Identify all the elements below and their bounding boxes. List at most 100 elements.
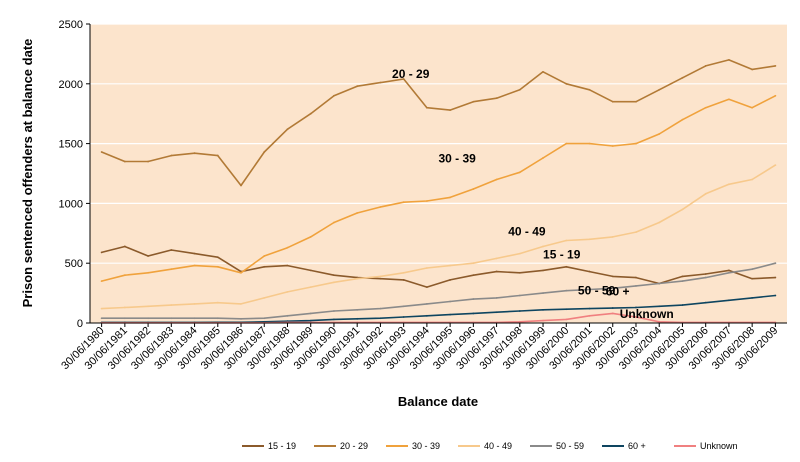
- data-point: [658, 221, 661, 224]
- data-point: [588, 314, 591, 317]
- data-point: [402, 78, 405, 80]
- x-axis-title: Balance date: [398, 394, 478, 409]
- data-point: [728, 58, 730, 61]
- plot-background: [90, 24, 787, 323]
- data-point: [193, 252, 196, 255]
- data-point: [100, 151, 103, 153]
- data-point: [333, 318, 335, 321]
- data-point: [147, 305, 149, 308]
- legend-label: 60 +: [628, 441, 646, 451]
- y-tick-label: 1000: [59, 198, 83, 210]
- data-point: [542, 308, 544, 311]
- y-axis-title: Prison sentenced offenders at balance da…: [20, 39, 35, 308]
- data-point: [240, 302, 242, 305]
- series-label: 30 - 39: [439, 152, 477, 166]
- data-point: [611, 275, 614, 278]
- data-point: [518, 88, 521, 91]
- data-point: [263, 265, 266, 268]
- data-point: [518, 171, 521, 174]
- data-point: [611, 145, 614, 147]
- data-point: [518, 320, 521, 323]
- data-point: [495, 97, 498, 100]
- data-point: [170, 249, 173, 251]
- data-point: [565, 82, 568, 85]
- data-point: [356, 277, 359, 280]
- series-label: 20 - 29: [392, 67, 430, 81]
- data-point: [565, 289, 568, 292]
- series-line: [101, 95, 776, 282]
- data-point: [681, 275, 684, 278]
- data-point: [635, 316, 637, 318]
- data-point: [588, 288, 591, 291]
- legend-item: 50 - 59: [530, 441, 584, 451]
- data-point: [751, 296, 754, 299]
- legend-item: 15 - 19: [242, 441, 296, 451]
- data-point: [147, 160, 149, 163]
- data-point: [402, 279, 405, 281]
- data-point: [635, 276, 637, 279]
- data-point: [356, 85, 359, 88]
- legend-label: 30 - 39: [412, 441, 440, 451]
- series-line: [101, 59, 776, 187]
- data-point: [518, 252, 521, 255]
- data-point: [495, 296, 498, 299]
- data-point: [170, 268, 173, 271]
- data-point: [658, 88, 661, 91]
- data-point: [542, 245, 544, 248]
- data-point: [728, 299, 730, 302]
- data-point: [193, 264, 196, 267]
- data-point: [123, 306, 126, 309]
- data-point: [425, 200, 428, 202]
- data-point: [309, 112, 312, 115]
- data-point: [449, 196, 452, 199]
- series-2: [100, 94, 777, 283]
- data-point: [425, 314, 428, 317]
- data-point: [681, 118, 684, 121]
- data-point: [704, 64, 707, 67]
- data-point: [100, 280, 103, 283]
- data-point: [472, 100, 475, 103]
- data-point: [635, 285, 637, 287]
- data-point: [216, 301, 219, 304]
- data-point: [751, 68, 754, 71]
- legend: 15 - 19 20 - 29 30 - 39 40 - 49 50 - 59 60 + U…: [242, 441, 738, 451]
- data-point: [704, 301, 707, 304]
- data-point: [588, 238, 591, 241]
- data-point: [565, 318, 568, 321]
- legend-item: 30 - 39: [386, 441, 440, 451]
- series-line: [101, 262, 776, 320]
- data-point: [286, 291, 289, 293]
- data-point: [751, 106, 754, 109]
- data-point: [193, 302, 196, 305]
- data-point: [170, 154, 173, 157]
- data-point: [123, 160, 126, 163]
- legend-label: 15 - 19: [268, 441, 296, 451]
- data-point: [472, 312, 475, 315]
- series-3: [100, 164, 777, 310]
- data-point: [449, 279, 452, 281]
- data-point: [565, 308, 568, 311]
- legend-item: 40 - 49: [458, 441, 512, 451]
- data-point: [751, 268, 754, 271]
- data-point: [704, 276, 707, 279]
- data-point: [379, 206, 382, 208]
- y-tick-label: 2000: [59, 79, 83, 91]
- data-point: [774, 94, 777, 97]
- data-point: [611, 307, 614, 309]
- data-point: [449, 264, 452, 267]
- data-point: [588, 142, 591, 145]
- legend-label: 20 - 29: [340, 441, 368, 451]
- data-point: [681, 280, 684, 283]
- data-point: [170, 317, 173, 320]
- data-point: [402, 316, 405, 318]
- data-point: [542, 269, 544, 272]
- data-point: [565, 239, 568, 242]
- data-point: [472, 188, 475, 190]
- data-point: [518, 294, 521, 297]
- y-axis-ticks: 0 500 1000 1500 2000 2500: [59, 19, 90, 330]
- data-point: [333, 310, 335, 312]
- data-point: [588, 270, 591, 273]
- data-point: [216, 265, 219, 268]
- data-point: [588, 88, 591, 91]
